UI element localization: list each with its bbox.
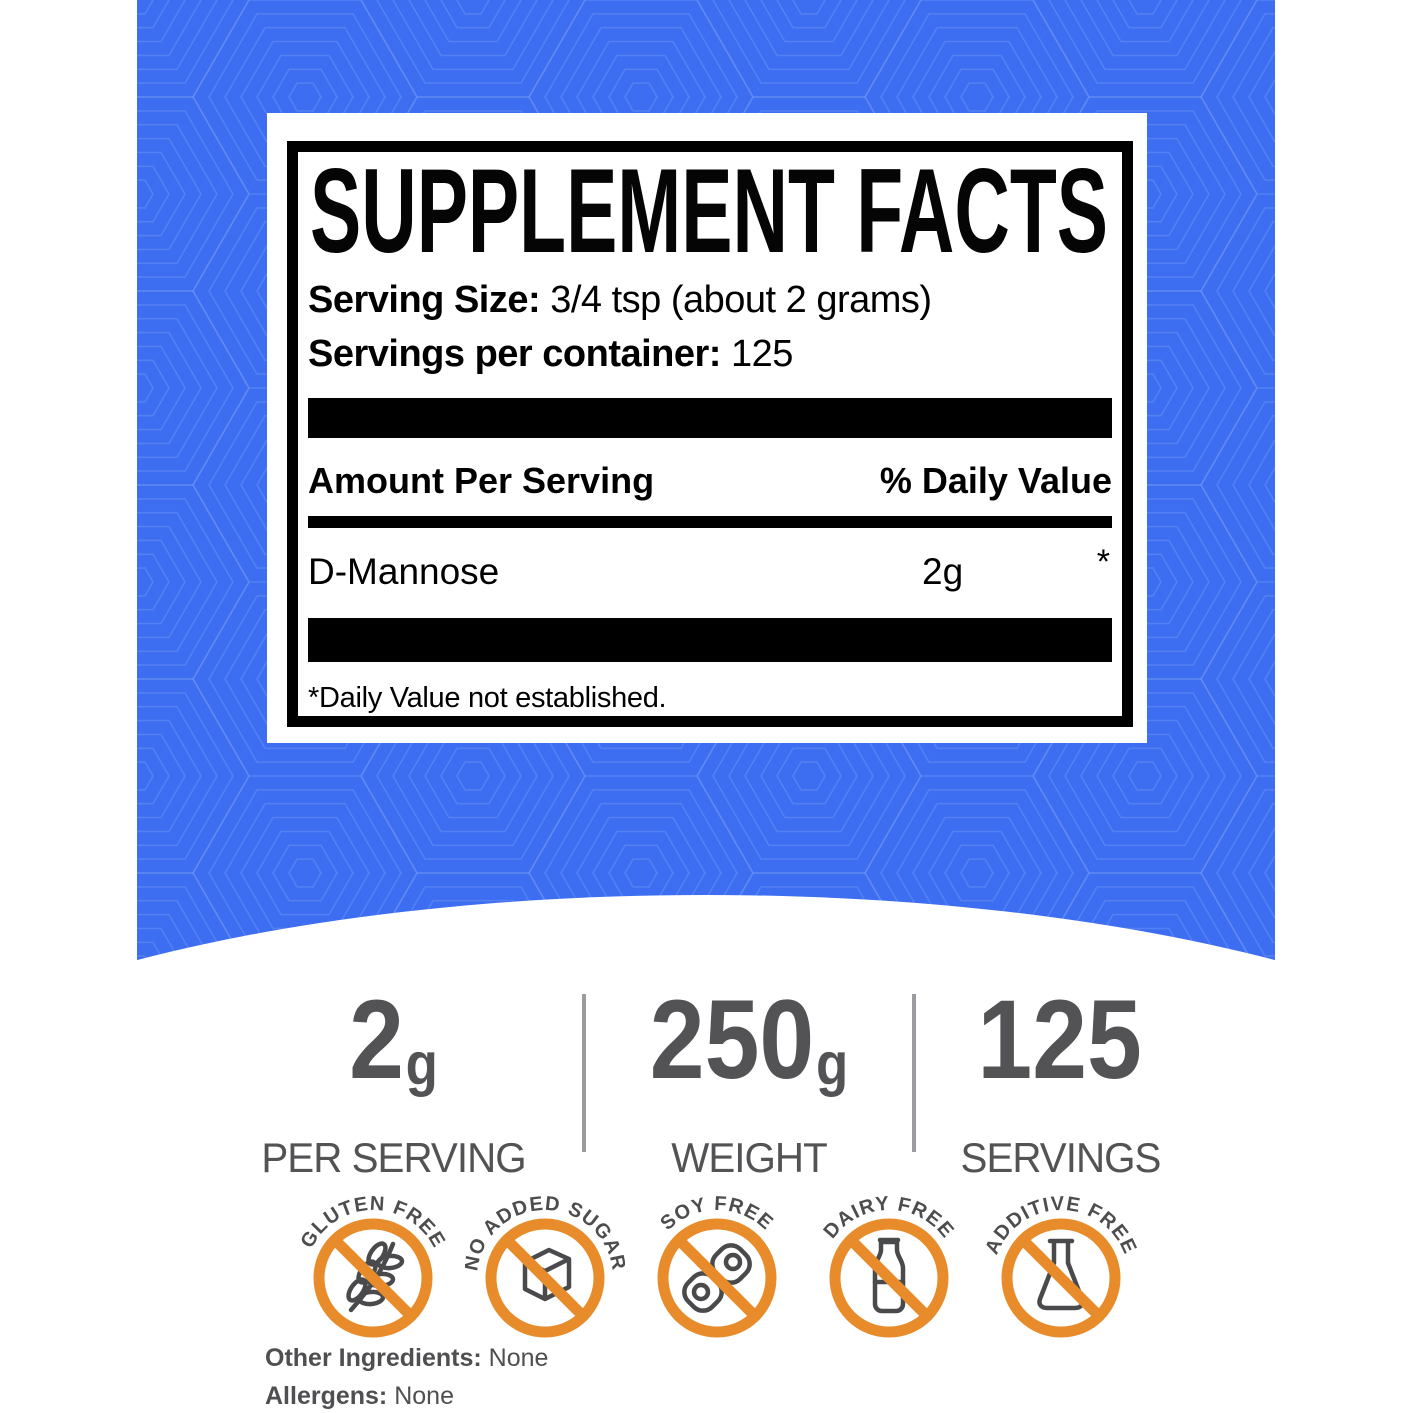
svg-text:DAIRY FREE: DAIRY FREE xyxy=(820,1193,959,1243)
stat-servings-number: 125 xyxy=(977,977,1142,1102)
serving-size-row: Serving Size: 3/4 tsp (about 2 grams) xyxy=(308,278,1112,322)
no-sign-icon xyxy=(829,1218,949,1338)
stat-servings-label: SERVINGS xyxy=(960,1134,1162,1181)
badge-label: DAIRY FREE xyxy=(820,1193,958,1243)
divider-bar-thick-top xyxy=(308,398,1112,438)
servings-label: Servings per container: xyxy=(308,333,721,375)
servings-per-container-row: Servings per container: 125 xyxy=(308,332,1112,376)
stat-weight: 250g WEIGHT xyxy=(586,977,912,1182)
soy-free-badge-icon: SOY FREE xyxy=(656,1193,777,1338)
stat-per-serving-number: 2g xyxy=(349,977,438,1102)
stats-row: 2g PER SERVING 250g WEIGHT 125 SERVINGS xyxy=(205,977,1209,1182)
allergens-row: Allergens: None xyxy=(265,1382,548,1411)
badge-additive-free: ADDITIVE FREE xyxy=(975,1186,1147,1346)
servings-value: 125 xyxy=(731,333,793,375)
supplement-facts-panel: SUPPLEMENT FACTS Serving Size: 3/4 tsp (… xyxy=(267,113,1147,743)
badge-no-added-sugar: NO ADDED SUGAR xyxy=(459,1186,631,1346)
no-sign-icon xyxy=(313,1218,433,1338)
dairy-free-badge-icon: DAIRY FREE xyxy=(820,1193,959,1338)
allergens-label: Allergens: xyxy=(265,1382,388,1410)
daily-value-footnote: *Daily Value not established. xyxy=(308,682,667,714)
other-ingredients-value: None xyxy=(488,1344,549,1372)
additive-free-badge-icon: ADDITIVE FREE xyxy=(981,1193,1140,1338)
footer-ingredients: Other Ingredients: None Allergens: None xyxy=(265,1344,548,1411)
no-sign-icon xyxy=(657,1218,777,1338)
stats-divider xyxy=(582,994,586,1152)
daily-value-header: % Daily Value xyxy=(879,460,1112,501)
free-from-badges: GLUTEN FREE NO ADDED SUGAR xyxy=(287,1186,1147,1346)
no-sign-icon xyxy=(485,1218,605,1338)
ingredient-amount: 2g xyxy=(922,551,964,592)
no-added-sugar-badge-icon: NO ADDED SUGAR xyxy=(465,1193,625,1338)
stat-per-serving: 2g PER SERVING xyxy=(205,977,582,1182)
allergens-value: None xyxy=(394,1382,454,1410)
page-title: SUPPLEMENT FACTS xyxy=(310,164,1108,262)
supplement-facts-title: SUPPLEMENT FACTS xyxy=(310,164,1108,262)
other-ingredients-label: Other Ingredients: xyxy=(265,1344,482,1372)
stat-weight-number: 250g xyxy=(649,977,849,1102)
ingredient-name: D-Mannose xyxy=(308,551,500,592)
badge-gluten-free: GLUTEN FREE xyxy=(287,1186,459,1346)
divider-bar-thin xyxy=(308,516,1112,528)
serving-size-label: Serving Size: xyxy=(308,279,541,321)
gluten-free-badge-icon: GLUTEN FREE xyxy=(296,1193,448,1338)
ingredient-dv-mark: * xyxy=(1096,543,1110,581)
ingredient-row: D-Mannose 2g * xyxy=(308,543,1112,596)
no-sign-icon xyxy=(1001,1218,1121,1338)
supplement-facts-box: SUPPLEMENT FACTS Serving Size: 3/4 tsp (… xyxy=(287,141,1133,727)
table-header-row: Amount Per Serving % Daily Value xyxy=(308,460,1112,502)
divider-bar-thick-bottom xyxy=(308,618,1112,662)
badge-dairy-free: DAIRY FREE xyxy=(803,1186,975,1346)
stat-per-serving-label: PER SERVING xyxy=(261,1134,526,1181)
serving-size-value: 3/4 tsp (about 2 grams) xyxy=(550,279,932,321)
other-ingredients-row: Other Ingredients: None xyxy=(265,1344,548,1373)
badge-soy-free: SOY FREE xyxy=(631,1186,803,1346)
amount-per-serving-header: Amount Per Serving xyxy=(308,460,655,501)
stat-weight-label: WEIGHT xyxy=(671,1134,827,1181)
stats-divider xyxy=(912,994,916,1152)
stat-servings: 125 SERVINGS xyxy=(916,977,1205,1182)
